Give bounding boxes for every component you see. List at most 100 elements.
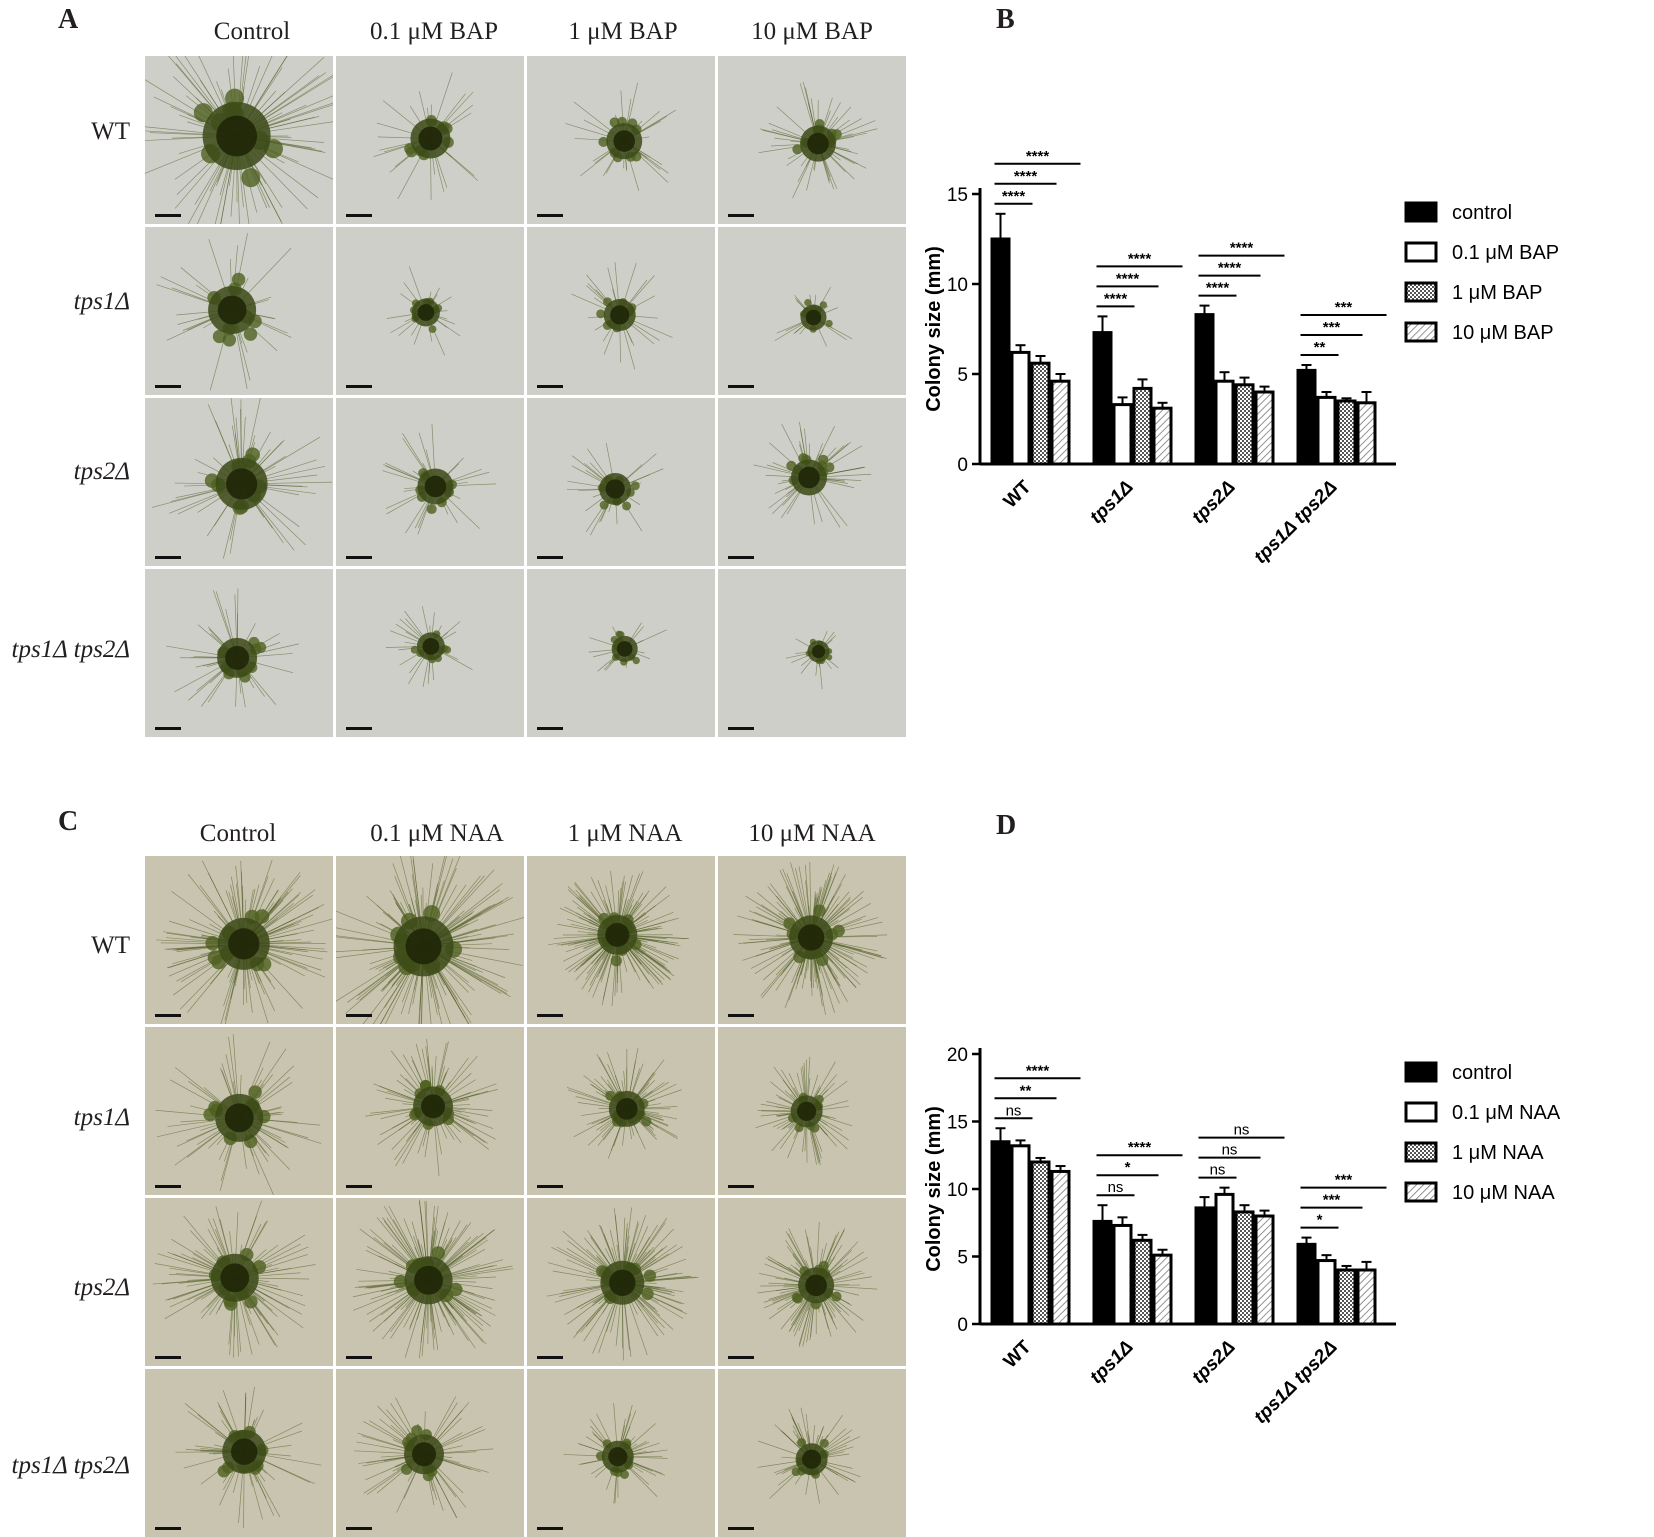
legend-swatch xyxy=(1406,243,1436,261)
bar-2-2 xyxy=(1114,1225,1131,1324)
bar-4-2 xyxy=(1318,1261,1335,1324)
y-tick-label: 5 xyxy=(957,1248,968,1269)
bar-3-3 xyxy=(1236,1212,1253,1324)
bar-4-4 xyxy=(1358,1270,1375,1324)
bap-micrograph-r3-c4 xyxy=(718,398,906,566)
legend-label: 10 μM NAA xyxy=(1452,1182,1555,1204)
micrograph-grid-bap xyxy=(145,56,906,737)
bar-2-3 xyxy=(1134,388,1151,464)
scale-bar xyxy=(537,1356,563,1359)
bar-1-1 xyxy=(992,239,1009,464)
scale-bar xyxy=(346,214,372,217)
legend-label: control xyxy=(1452,1062,1512,1084)
bar-3-4 xyxy=(1256,392,1273,464)
scale-bar xyxy=(728,727,754,730)
naa-micrograph-r1-c3 xyxy=(527,856,715,1024)
panel-letter-d: D xyxy=(996,810,1016,842)
significance-label: *** xyxy=(1323,1192,1341,1209)
row-label-wt-c: WT xyxy=(0,932,130,960)
scale-bar xyxy=(728,1527,754,1530)
significance-label: **** xyxy=(1002,188,1026,205)
scale-bar xyxy=(346,385,372,388)
row-label-tps1-tps2: tps1Δ tps2Δ xyxy=(0,636,130,664)
naa-micrograph-r2-c4 xyxy=(718,1027,906,1195)
row-label-tps1: tps1Δ xyxy=(0,288,130,316)
significance-label: ns xyxy=(1006,1102,1022,1119)
significance-label: **** xyxy=(1128,250,1152,267)
y-axis-label: Colony size (mm) xyxy=(923,246,945,412)
column-header-10-naa: 10 μM NAA xyxy=(718,820,906,848)
significance-label: ** xyxy=(1314,339,1326,356)
scale-bar xyxy=(155,214,181,217)
column-header-control: Control xyxy=(158,18,346,46)
row-label-tps2-c: tps2Δ xyxy=(0,1274,130,1302)
y-tick-label: 10 xyxy=(947,275,968,296)
significance-label: **** xyxy=(1026,1062,1050,1079)
bap-micrograph-r4-c2 xyxy=(336,569,524,737)
scale-bar xyxy=(155,1014,181,1017)
bap-micrograph-r3-c1 xyxy=(145,398,333,566)
naa-micrograph-r4-c2 xyxy=(336,1369,524,1537)
scale-bar xyxy=(155,1356,181,1359)
y-tick-label: 0 xyxy=(957,1315,968,1336)
bap-micrograph-r2-c1 xyxy=(145,227,333,395)
bar-3-1 xyxy=(1196,315,1213,464)
bar-1-1 xyxy=(992,1142,1009,1324)
panel-letter-b: B xyxy=(996,4,1015,36)
naa-micrograph-r2-c1 xyxy=(145,1027,333,1195)
bap-micrograph-r3-c2 xyxy=(336,398,524,566)
bar-1-4 xyxy=(1052,1171,1069,1324)
bar-2-3 xyxy=(1134,1240,1151,1324)
significance-label: ns xyxy=(1210,1162,1226,1179)
bar-3-2 xyxy=(1216,381,1233,464)
scale-bar xyxy=(728,1356,754,1359)
significance-label: ns xyxy=(1108,1179,1124,1196)
scale-bar xyxy=(346,556,372,559)
bar-1-3 xyxy=(1032,1162,1049,1324)
scale-bar xyxy=(346,1356,372,1359)
scale-bar xyxy=(537,214,563,217)
significance-label: **** xyxy=(1128,1139,1152,1156)
significance-label: **** xyxy=(1206,280,1230,297)
bar-4-4 xyxy=(1358,403,1375,464)
bar-3-1 xyxy=(1196,1208,1213,1324)
bap-micrograph-r3-c3 xyxy=(527,398,715,566)
panel-letter-a: A xyxy=(58,4,78,36)
bar-4-2 xyxy=(1318,397,1335,464)
row-label-wt: WT xyxy=(0,118,130,146)
legend-swatch xyxy=(1406,1063,1436,1081)
significance-label: **** xyxy=(1218,260,1242,277)
naa-micrograph-r2-c2 xyxy=(336,1027,524,1195)
naa-micrograph-r3-c3 xyxy=(527,1198,715,1366)
column-header-0.1-bap: 0.1 μM BAP xyxy=(340,18,528,46)
x-tick-label: tps1Δ tps2Δ xyxy=(1250,1337,1341,1428)
bar-3-2 xyxy=(1216,1194,1233,1324)
significance-label: **** xyxy=(1116,270,1140,287)
row-label-tps2: tps2Δ xyxy=(0,458,130,486)
x-tick-label: tps1Δ tps2Δ xyxy=(1250,477,1341,568)
legend-swatch xyxy=(1406,1103,1436,1121)
scale-bar xyxy=(155,1185,181,1188)
bap-micrograph-r2-c4 xyxy=(718,227,906,395)
bar-1-2 xyxy=(1012,352,1029,464)
significance-label: * xyxy=(1317,1212,1323,1229)
y-tick-label: 20 xyxy=(947,1045,968,1066)
significance-label: ns xyxy=(1234,1122,1250,1139)
scale-bar xyxy=(537,556,563,559)
scale-bar xyxy=(346,1014,372,1017)
scale-bar xyxy=(728,214,754,217)
significance-label: *** xyxy=(1335,1172,1353,1189)
scale-bar xyxy=(537,1527,563,1530)
naa-micrograph-r3-c1 xyxy=(145,1198,333,1366)
naa-micrograph-r1-c2 xyxy=(336,856,524,1024)
legend-swatch xyxy=(1406,283,1436,301)
x-tick-label: tps2Δ xyxy=(1188,477,1239,528)
naa-micrograph-r4-c3 xyxy=(527,1369,715,1537)
x-tick-label: tps1Δ xyxy=(1086,1337,1137,1388)
bar-2-2 xyxy=(1114,405,1131,464)
scale-bar xyxy=(537,727,563,730)
